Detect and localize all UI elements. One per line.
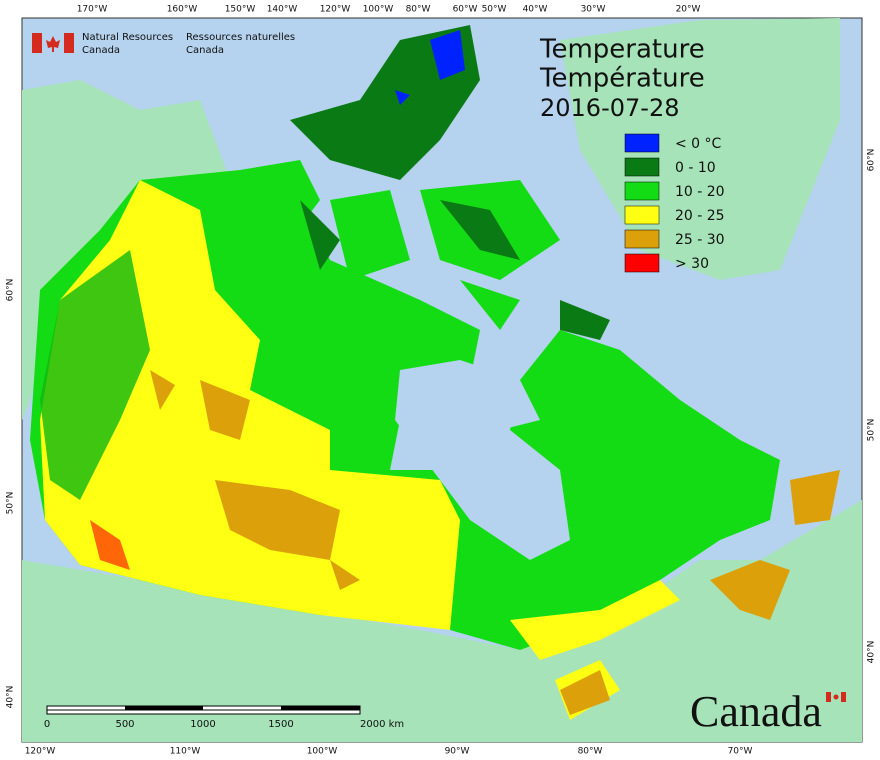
- legend-swatch: [624, 157, 660, 177]
- land: [22, 18, 862, 742]
- wordmark-flag: [826, 692, 846, 702]
- graticule-label: 100°W: [363, 5, 394, 15]
- legend-swatch: [624, 133, 660, 153]
- graticule-label: 170°W: [77, 5, 108, 15]
- scale-bar: [46, 705, 361, 715]
- scale-label: 1000: [190, 719, 215, 730]
- title-date: 2016-07-28: [540, 94, 679, 122]
- graticule-label: 120°W: [320, 5, 351, 15]
- graticule-label: 60°N: [867, 149, 877, 172]
- east-warm: [510, 580, 680, 720]
- agency-en: Canada: [82, 45, 120, 56]
- legend-label: 20 - 25: [675, 208, 725, 224]
- graticule-label: 150°W: [225, 5, 256, 15]
- wordmark: Canada: [690, 687, 822, 736]
- scale-label: 0: [44, 719, 50, 730]
- cold-islands: [290, 25, 610, 340]
- hudson-bay: [395, 360, 570, 560]
- warm-region: [40, 180, 460, 630]
- graticule-label: 100°W: [307, 747, 338, 757]
- agency-fr: Canada: [186, 45, 224, 56]
- alaska: [22, 80, 230, 420]
- graticule-label: 60°W: [453, 5, 478, 15]
- graticule-label: 60°N: [6, 279, 16, 302]
- graticule-label: 30°W: [581, 5, 606, 15]
- graticule-label: 20°W: [676, 5, 701, 15]
- very-hot: [90, 520, 130, 570]
- mountains: [40, 250, 150, 500]
- maritimes: [560, 470, 840, 715]
- agency-en: Natural Resources: [82, 32, 173, 43]
- graticule-label: 70°W: [728, 747, 753, 757]
- agency-fr: Ressources naturelles: [186, 32, 295, 43]
- graticule-label: 50°N: [6, 492, 16, 515]
- graticule-label: 40°N: [6, 686, 16, 709]
- graticule-label: 80°W: [578, 747, 603, 757]
- graticule-label: 80°W: [406, 5, 431, 15]
- legend-swatch: [624, 253, 660, 273]
- scale-label: 500: [115, 719, 134, 730]
- graticule-label: 140°W: [267, 5, 298, 15]
- flag-logo: [32, 33, 74, 53]
- arctic-islands: [240, 160, 560, 330]
- scale-label: 1500: [268, 719, 293, 730]
- hot-patches: [150, 370, 360, 590]
- graticule-labels: 170°W 160°W 150°W 140°W 120°W 100°W 80°W 60°W 50…: [6, 5, 877, 757]
- usa: [22, 500, 862, 742]
- graticule-label: 120°W: [25, 747, 56, 757]
- graticule-label: 110°W: [170, 747, 201, 757]
- legend-label: > 30: [675, 256, 709, 272]
- title-en: Temperature: [539, 35, 705, 65]
- graticule-label: 40°N: [867, 641, 877, 664]
- title-fr: Température: [539, 64, 705, 94]
- graticule-label: 50°N: [867, 419, 877, 442]
- graticule-label: 40°W: [523, 5, 548, 15]
- legend: < 0 °C 0 - 10 10 - 20 20 - 25 25 - 30 > 30: [624, 133, 725, 273]
- scale-label: 2000 km: [360, 719, 404, 730]
- graticule-label: 160°W: [167, 5, 198, 15]
- graticule-label: 90°W: [445, 747, 470, 757]
- graticule-label: 50°W: [482, 5, 507, 15]
- legend-swatch: [624, 181, 660, 201]
- legend-label: 10 - 20: [675, 184, 725, 200]
- legend-label: 25 - 30: [675, 232, 725, 248]
- legend-label: < 0 °C: [675, 136, 722, 152]
- freezing: [395, 30, 465, 105]
- legend-label: 0 - 10: [675, 160, 716, 176]
- legend-swatch: [624, 205, 660, 225]
- legend-swatch: [624, 229, 660, 249]
